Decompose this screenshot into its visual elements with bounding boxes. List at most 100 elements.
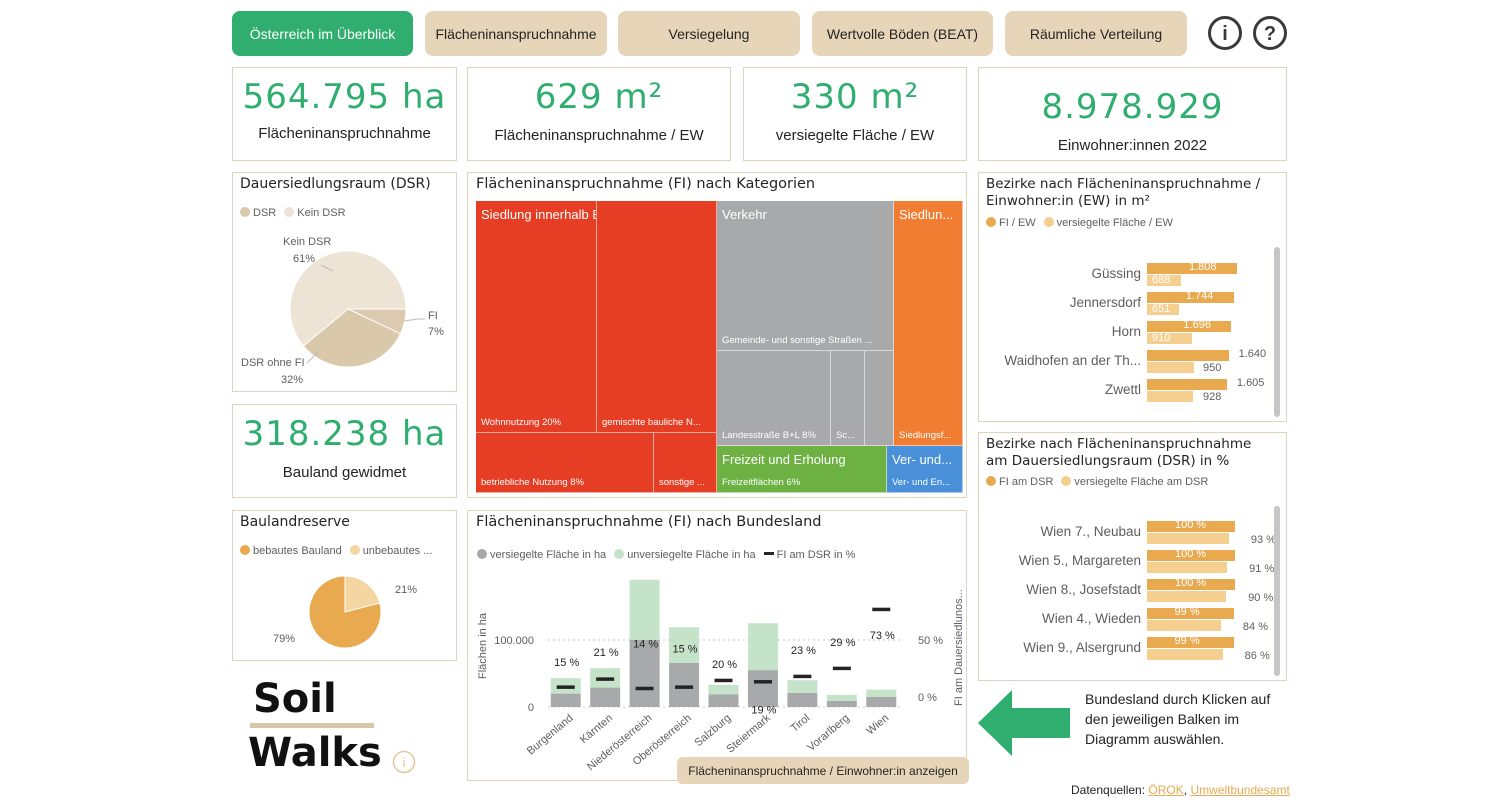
bar-unversiegelt[interactable] — [708, 684, 739, 695]
bar-secondary[interactable] — [1147, 362, 1195, 373]
logo-info-icon[interactable]: i — [392, 750, 416, 774]
legend-item[interactable]: FI am DSR — [986, 476, 1053, 488]
bar-secondary[interactable] — [1147, 333, 1193, 344]
bar-secondary[interactable] — [1147, 533, 1229, 544]
help-icon[interactable]: ? — [1252, 15, 1288, 51]
marker-fi-dsr[interactable] — [675, 685, 694, 689]
card-title: Baulandreserve — [240, 514, 350, 530]
tm-sonstige[interactable]: sonstige ... — [654, 433, 717, 493]
bar-versiegelt[interactable] — [826, 700, 857, 707]
bar-unversiegelt[interactable] — [826, 694, 857, 701]
bezirk-row[interactable]: Horn 1.696 910 — [979, 319, 1279, 347]
marker-fi-dsr[interactable] — [556, 685, 575, 689]
info-icon[interactable]: i — [1207, 15, 1243, 51]
bar-versiegelt[interactable] — [629, 640, 660, 707]
bundesland-bar-chart[interactable]: 0 100.000 0 % 50 % Flächen in ha FI am Dauers… — [468, 511, 968, 782]
baulandreserve-pie-chart[interactable]: 21% 79% — [233, 511, 458, 662]
bar-unversiegelt[interactable] — [747, 623, 778, 671]
scrollbar[interactable] — [1274, 506, 1280, 676]
bar-versiegelt[interactable] — [866, 696, 897, 707]
legend-item[interactable]: Kein DSR — [284, 207, 346, 219]
bar-unversiegelt[interactable] — [866, 689, 897, 697]
legend-item[interactable]: DSR — [240, 207, 276, 219]
bar-unversiegelt[interactable] — [787, 680, 818, 693]
bar-primary[interactable] — [1147, 379, 1227, 390]
tm-gemeindestrassen[interactable]: Verkehr Gemeinde- und sonstige Straßen .… — [717, 201, 894, 351]
tm-landesstrasse[interactable]: Landesstraße B+L 8% — [717, 351, 831, 446]
dsr-pie-chart[interactable]: Kein DSR 61% FI 7% DSR ohne FI 32% — [233, 173, 458, 393]
pie-slice[interactable] — [344, 575, 381, 613]
bar-secondary[interactable] — [1147, 304, 1180, 315]
legend-item[interactable]: unversiegelte Fläche in ha — [614, 549, 756, 561]
marker-fi-dsr[interactable] — [596, 677, 615, 681]
bar-primary[interactable] — [1147, 292, 1234, 303]
bar-secondary[interactable] — [1147, 591, 1227, 602]
tm-verkehr-other[interactable] — [865, 351, 894, 446]
tab-oesterreich-ueberblick[interactable]: Österreich im Überblick — [232, 11, 413, 56]
bar-secondary[interactable] — [1147, 275, 1182, 286]
bezirk-row[interactable]: Wien 4., Wieden 99 % 84 % — [979, 606, 1279, 634]
bar-primary[interactable] — [1147, 608, 1235, 619]
tm-siedlungsflaechen[interactable]: Siedlun... Siedlungsf... — [894, 201, 963, 446]
toggle-fi-ew-button[interactable]: Flächeninanspruchnahme / Einwohner:in an… — [677, 757, 969, 784]
dsr-legend: DSR Kein DSR — [240, 207, 346, 219]
bar-versiegelt[interactable] — [669, 662, 700, 707]
bezirk-row[interactable]: Zwettl 1.605 928 — [979, 377, 1279, 405]
bar-versiegelt[interactable] — [708, 694, 739, 707]
pie-slice[interactable] — [308, 575, 382, 649]
link-umweltbundesamt[interactable]: Umweltbundesamt — [1190, 783, 1290, 797]
link-oerok[interactable]: ÖROK — [1148, 783, 1184, 797]
bar-versiegelt[interactable] — [550, 693, 581, 707]
tm-freizeit[interactable]: Freizeit und Erholung Freizeitflächen 6% — [717, 446, 887, 493]
legend-item[interactable]: bebautes Bauland — [240, 545, 342, 557]
bar-versiegelt[interactable] — [747, 670, 778, 707]
tab-wertvolle-boeden[interactable]: Wertvolle Böden (BEAT) — [812, 11, 993, 56]
marker-fi-dsr[interactable] — [793, 674, 812, 679]
marker-fi-dsr[interactable] — [753, 680, 772, 684]
bar-primary[interactable] — [1147, 350, 1229, 361]
tm-betrieblich[interactable]: betriebliche Nutzung 8% — [476, 433, 654, 493]
bar-primary[interactable] — [1147, 321, 1232, 332]
bar-secondary[interactable] — [1147, 391, 1194, 402]
bar-versiegelt[interactable] — [590, 687, 621, 707]
bar-primary[interactable] — [1147, 579, 1235, 590]
bar-primary[interactable] — [1147, 263, 1237, 274]
bezirk-row[interactable]: Waidhofen an der Th... 1.640 950 — [979, 348, 1279, 376]
bar-primary[interactable] — [1147, 550, 1235, 561]
bar-unversiegelt[interactable] — [669, 627, 700, 663]
bar-primary[interactable] — [1147, 637, 1235, 648]
bar-unversiegelt[interactable] — [629, 579, 660, 640]
tab-versiegelung[interactable]: Versiegelung — [618, 11, 800, 56]
bar-primary[interactable] — [1147, 521, 1235, 532]
marker-fi-dsr[interactable] — [714, 678, 733, 683]
scrollbar[interactable] — [1274, 247, 1280, 417]
marker-fi-dsr[interactable] — [872, 607, 891, 612]
tab-flaecheninanspruchnahme[interactable]: Flächeninanspruchnahme — [425, 11, 607, 56]
pie-slice[interactable] — [302, 308, 402, 368]
legend-item[interactable]: FI am DSR in % — [763, 549, 855, 561]
tm-ver-entsorgung[interactable]: Ver- und... Ver- und En... — [887, 446, 963, 493]
bezirk-row[interactable]: Wien 5., Margareten 100 % 91 % — [979, 548, 1279, 576]
bar-secondary[interactable] — [1147, 620, 1221, 631]
marker-fi-dsr[interactable] — [635, 686, 654, 691]
bezirk-row[interactable]: Jennersdorf 1.744 651 — [979, 290, 1279, 318]
bezirk-row[interactable]: Güssing 1.808 688 — [979, 261, 1279, 289]
bezirk-row[interactable]: Wien 8., Josefstadt 100 % 90 % — [979, 577, 1279, 605]
legend-item[interactable]: versiegelte Fläche / EW — [1043, 217, 1173, 229]
bar-versiegelt[interactable] — [787, 692, 818, 707]
pie-slice[interactable] — [289, 250, 407, 347]
fi-dsr-label: 29 % — [830, 637, 855, 649]
marker-fi-dsr[interactable] — [832, 666, 851, 671]
legend-item[interactable]: versiegelte Fläche am DSR — [1061, 476, 1208, 488]
bezirk-row[interactable]: Wien 9., Alsergrund 99 % 86 % — [979, 635, 1279, 663]
legend-item[interactable]: FI / EW — [986, 217, 1036, 229]
tab-raeumliche-verteilung[interactable]: Räumliche Verteilung — [1005, 11, 1187, 56]
tm-schiene[interactable]: Sc... — [831, 351, 865, 446]
tm-gemischt[interactable]: gemischte bauliche N... — [597, 201, 717, 433]
bar-secondary[interactable] — [1147, 649, 1223, 660]
legend-item[interactable]: unbebautes ... — [349, 545, 432, 557]
legend-item[interactable]: versiegelte Fläche in ha — [477, 549, 606, 561]
tm-wohnnutzung[interactable]: Siedlung innerhalb Baulandwidmung Wohnnu… — [476, 201, 597, 433]
bar-secondary[interactable] — [1147, 562, 1228, 573]
bezirk-row[interactable]: Wien 7., Neubau 100 % 93 % — [979, 519, 1279, 547]
